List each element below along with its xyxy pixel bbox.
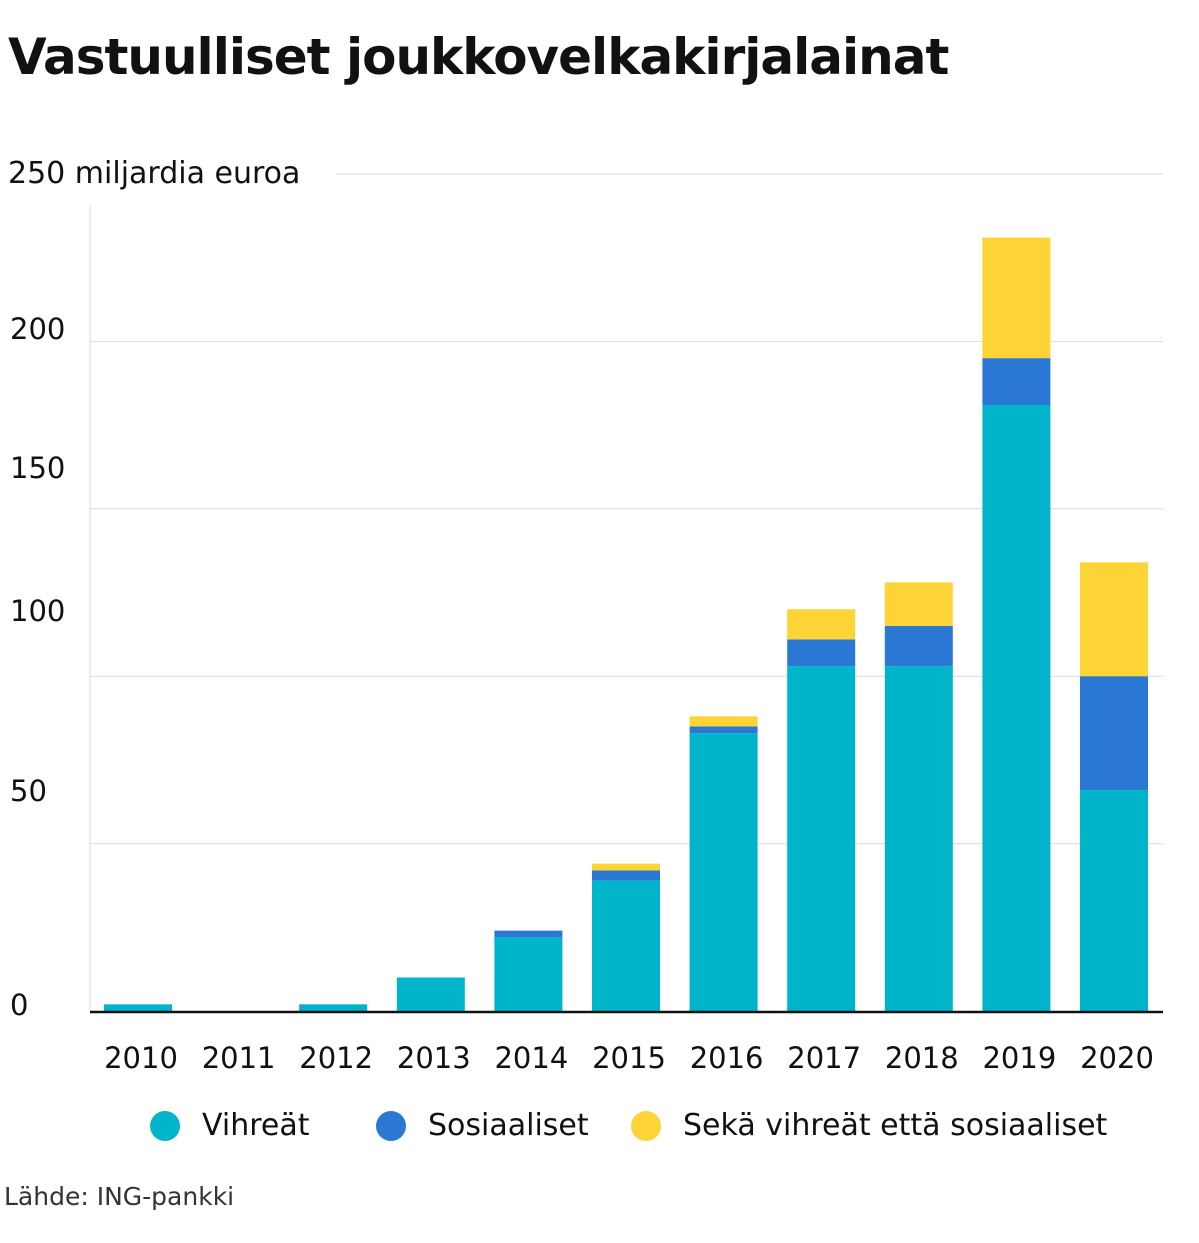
x-tick-label: 2020 bbox=[1080, 1041, 1154, 1075]
bar-segment bbox=[787, 666, 856, 1011]
legend-label: Vihreät bbox=[202, 1108, 310, 1143]
bar-segment bbox=[982, 237, 1051, 359]
legend-swatch-sosiaaliset bbox=[376, 1110, 406, 1141]
bar-segment bbox=[689, 716, 758, 727]
y-tick-label: 150 bbox=[10, 451, 65, 485]
bar-segment bbox=[884, 666, 953, 1011]
bar-segment bbox=[689, 726, 758, 734]
bar-segment bbox=[494, 930, 563, 938]
bar-segment bbox=[592, 880, 660, 1011]
x-tick-label: 2010 bbox=[104, 1041, 178, 1075]
x-tick-label: 2019 bbox=[982, 1041, 1056, 1075]
legend-swatch-molemmat bbox=[631, 1110, 661, 1141]
y-tick-label: 200 bbox=[10, 312, 65, 346]
x-tick-label: 2015 bbox=[592, 1041, 666, 1075]
bar-segment bbox=[1080, 676, 1148, 791]
bar-segment bbox=[104, 1004, 172, 1011]
bar-segment bbox=[884, 582, 953, 626]
bar-segment bbox=[1080, 562, 1148, 677]
bar-segment bbox=[494, 937, 563, 1011]
bar-segment bbox=[592, 863, 660, 871]
x-tick-label: 2013 bbox=[397, 1041, 471, 1075]
bar-segment bbox=[982, 405, 1051, 1012]
legend-label: Sosiaaliset bbox=[428, 1108, 589, 1143]
bar-segment bbox=[787, 609, 856, 640]
x-tick-label: 2017 bbox=[787, 1041, 861, 1075]
y-axis-label: 250 miljardia euroa bbox=[8, 156, 301, 191]
bar-segment bbox=[592, 870, 660, 881]
bar-segment bbox=[1080, 790, 1148, 1011]
x-tick-label: 2011 bbox=[202, 1041, 276, 1075]
y-tick-label: 0 bbox=[10, 988, 28, 1022]
x-tick-label: 2018 bbox=[885, 1041, 959, 1075]
legend-label: Sekä vihreät että sosiaaliset bbox=[683, 1108, 1108, 1143]
bar-chart: 0 50 100 150 200 2010 2011 2012 2013 2014 2015 2016… bbox=[10, 173, 1163, 1075]
bar-segment bbox=[982, 358, 1051, 406]
legend-item-molemmat: Sekä vihreät että sosiaaliset bbox=[631, 1108, 1107, 1143]
legend: Vihreät Sosiaaliset Sekä vihreät että so… bbox=[0, 1108, 1199, 1152]
legend-item-sosiaaliset: Sosiaaliset bbox=[376, 1108, 589, 1143]
bar-segment bbox=[689, 733, 758, 1011]
legend-item-vihreat: Vihreät bbox=[150, 1108, 310, 1143]
x-tick-label: 2016 bbox=[690, 1041, 764, 1075]
x-tick-label: 2014 bbox=[494, 1041, 568, 1075]
legend-swatch-vihreat bbox=[150, 1110, 180, 1141]
bar-segment bbox=[396, 977, 465, 1011]
y-tick-label: 100 bbox=[10, 594, 65, 628]
bar-segment bbox=[884, 625, 953, 667]
source-note: Lähde: ING-pankki bbox=[4, 1182, 235, 1211]
bar-segment bbox=[787, 639, 856, 667]
chart-title: Vastuulliset joukkovelkakirjalainat bbox=[8, 28, 949, 86]
y-tick-label: 50 bbox=[10, 774, 47, 808]
bar-segment bbox=[299, 1004, 368, 1011]
x-tick-label: 2012 bbox=[299, 1041, 373, 1075]
